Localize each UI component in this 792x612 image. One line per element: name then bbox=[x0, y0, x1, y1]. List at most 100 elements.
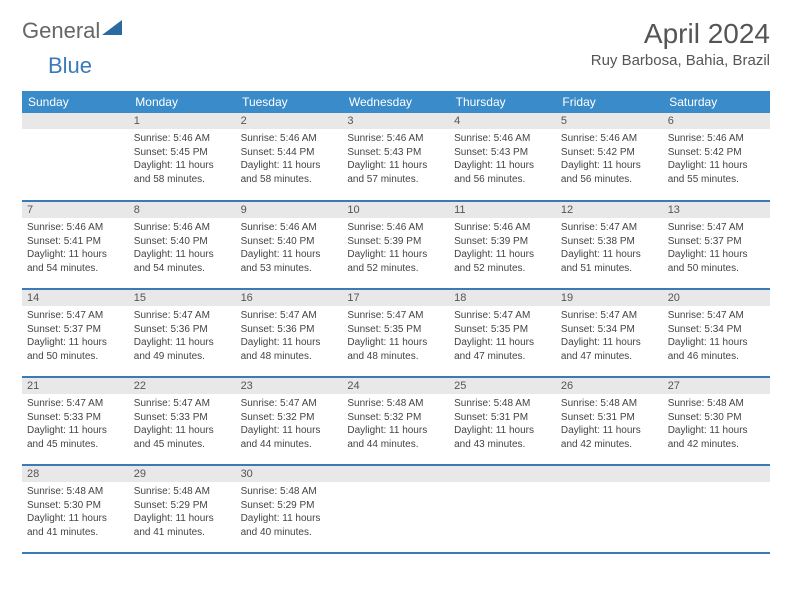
day-number: 7 bbox=[22, 202, 129, 218]
day-number: 25 bbox=[449, 378, 556, 394]
day-details: Sunrise: 5:46 AMSunset: 5:40 PMDaylight:… bbox=[236, 218, 343, 279]
day-number-empty bbox=[556, 466, 663, 482]
day-number-empty bbox=[449, 466, 556, 482]
day-details: Sunrise: 5:46 AMSunset: 5:42 PMDaylight:… bbox=[556, 129, 663, 190]
calendar-day-cell: 3Sunrise: 5:46 AMSunset: 5:43 PMDaylight… bbox=[342, 113, 449, 201]
day-details: Sunrise: 5:48 AMSunset: 5:31 PMDaylight:… bbox=[556, 394, 663, 455]
day-number: 19 bbox=[556, 290, 663, 306]
calendar-day-cell: 6Sunrise: 5:46 AMSunset: 5:42 PMDaylight… bbox=[663, 113, 770, 201]
day-details: Sunrise: 5:48 AMSunset: 5:32 PMDaylight:… bbox=[342, 394, 449, 455]
day-number: 22 bbox=[129, 378, 236, 394]
day-number-empty bbox=[342, 466, 449, 482]
weekday-header: Sunday bbox=[22, 91, 129, 113]
calendar-day-cell: 14Sunrise: 5:47 AMSunset: 5:37 PMDayligh… bbox=[22, 289, 129, 377]
day-details: Sunrise: 5:46 AMSunset: 5:45 PMDaylight:… bbox=[129, 129, 236, 190]
calendar-day-cell: 22Sunrise: 5:47 AMSunset: 5:33 PMDayligh… bbox=[129, 377, 236, 465]
day-details: Sunrise: 5:47 AMSunset: 5:37 PMDaylight:… bbox=[22, 306, 129, 367]
calendar-day-cell: 30Sunrise: 5:48 AMSunset: 5:29 PMDayligh… bbox=[236, 465, 343, 553]
calendar-day-cell: 4Sunrise: 5:46 AMSunset: 5:43 PMDaylight… bbox=[449, 113, 556, 201]
calendar-day-cell: 17Sunrise: 5:47 AMSunset: 5:35 PMDayligh… bbox=[342, 289, 449, 377]
day-number: 17 bbox=[342, 290, 449, 306]
calendar-day-cell: 18Sunrise: 5:47 AMSunset: 5:35 PMDayligh… bbox=[449, 289, 556, 377]
calendar-day-cell: 29Sunrise: 5:48 AMSunset: 5:29 PMDayligh… bbox=[129, 465, 236, 553]
calendar-day-cell: 9Sunrise: 5:46 AMSunset: 5:40 PMDaylight… bbox=[236, 201, 343, 289]
logo: General bbox=[22, 18, 123, 44]
calendar-header-row: SundayMondayTuesdayWednesdayThursdayFrid… bbox=[22, 91, 770, 113]
day-number: 14 bbox=[22, 290, 129, 306]
day-details: Sunrise: 5:47 AMSunset: 5:34 PMDaylight:… bbox=[556, 306, 663, 367]
day-number: 13 bbox=[663, 202, 770, 218]
weekday-header: Saturday bbox=[663, 91, 770, 113]
day-number: 18 bbox=[449, 290, 556, 306]
day-details: Sunrise: 5:46 AMSunset: 5:43 PMDaylight:… bbox=[449, 129, 556, 190]
calendar-day-cell: 5Sunrise: 5:46 AMSunset: 5:42 PMDaylight… bbox=[556, 113, 663, 201]
calendar-day-cell: 20Sunrise: 5:47 AMSunset: 5:34 PMDayligh… bbox=[663, 289, 770, 377]
calendar-day-cell bbox=[449, 465, 556, 553]
day-number: 21 bbox=[22, 378, 129, 394]
weekday-header: Friday bbox=[556, 91, 663, 113]
day-number: 29 bbox=[129, 466, 236, 482]
day-details: Sunrise: 5:48 AMSunset: 5:29 PMDaylight:… bbox=[236, 482, 343, 543]
calendar-week-row: 21Sunrise: 5:47 AMSunset: 5:33 PMDayligh… bbox=[22, 377, 770, 465]
title-block: April 2024 Ruy Barbosa, Bahia, Brazil bbox=[591, 18, 770, 69]
day-number: 15 bbox=[129, 290, 236, 306]
day-number: 10 bbox=[342, 202, 449, 218]
calendar-day-cell: 11Sunrise: 5:46 AMSunset: 5:39 PMDayligh… bbox=[449, 201, 556, 289]
day-number: 5 bbox=[556, 113, 663, 129]
day-number: 11 bbox=[449, 202, 556, 218]
day-number: 12 bbox=[556, 202, 663, 218]
calendar-day-cell: 26Sunrise: 5:48 AMSunset: 5:31 PMDayligh… bbox=[556, 377, 663, 465]
day-number: 26 bbox=[556, 378, 663, 394]
calendar-body: 1Sunrise: 5:46 AMSunset: 5:45 PMDaylight… bbox=[22, 113, 770, 553]
day-details: Sunrise: 5:47 AMSunset: 5:33 PMDaylight:… bbox=[129, 394, 236, 455]
calendar-day-cell: 21Sunrise: 5:47 AMSunset: 5:33 PMDayligh… bbox=[22, 377, 129, 465]
day-details: Sunrise: 5:47 AMSunset: 5:35 PMDaylight:… bbox=[449, 306, 556, 367]
day-details: Sunrise: 5:46 AMSunset: 5:40 PMDaylight:… bbox=[129, 218, 236, 279]
day-number: 16 bbox=[236, 290, 343, 306]
day-number: 20 bbox=[663, 290, 770, 306]
day-details: Sunrise: 5:48 AMSunset: 5:30 PMDaylight:… bbox=[663, 394, 770, 455]
day-number: 9 bbox=[236, 202, 343, 218]
calendar-day-cell: 27Sunrise: 5:48 AMSunset: 5:30 PMDayligh… bbox=[663, 377, 770, 465]
day-number: 6 bbox=[663, 113, 770, 129]
calendar-day-cell bbox=[556, 465, 663, 553]
day-number: 2 bbox=[236, 113, 343, 129]
calendar-day-cell: 23Sunrise: 5:47 AMSunset: 5:32 PMDayligh… bbox=[236, 377, 343, 465]
day-number: 4 bbox=[449, 113, 556, 129]
day-number: 1 bbox=[129, 113, 236, 129]
calendar-week-row: 1Sunrise: 5:46 AMSunset: 5:45 PMDaylight… bbox=[22, 113, 770, 201]
day-details: Sunrise: 5:48 AMSunset: 5:31 PMDaylight:… bbox=[449, 394, 556, 455]
day-number: 30 bbox=[236, 466, 343, 482]
calendar-day-cell bbox=[342, 465, 449, 553]
calendar-week-row: 7Sunrise: 5:46 AMSunset: 5:41 PMDaylight… bbox=[22, 201, 770, 289]
calendar-day-cell bbox=[663, 465, 770, 553]
day-details: Sunrise: 5:46 AMSunset: 5:39 PMDaylight:… bbox=[342, 218, 449, 279]
day-number: 3 bbox=[342, 113, 449, 129]
day-number: 27 bbox=[663, 378, 770, 394]
day-details: Sunrise: 5:47 AMSunset: 5:38 PMDaylight:… bbox=[556, 218, 663, 279]
day-details: Sunrise: 5:47 AMSunset: 5:33 PMDaylight:… bbox=[22, 394, 129, 455]
calendar-day-cell: 12Sunrise: 5:47 AMSunset: 5:38 PMDayligh… bbox=[556, 201, 663, 289]
calendar-day-cell: 7Sunrise: 5:46 AMSunset: 5:41 PMDaylight… bbox=[22, 201, 129, 289]
day-details: Sunrise: 5:48 AMSunset: 5:30 PMDaylight:… bbox=[22, 482, 129, 543]
weekday-header: Wednesday bbox=[342, 91, 449, 113]
day-details: Sunrise: 5:47 AMSunset: 5:32 PMDaylight:… bbox=[236, 394, 343, 455]
calendar-day-cell: 10Sunrise: 5:46 AMSunset: 5:39 PMDayligh… bbox=[342, 201, 449, 289]
calendar-day-cell bbox=[22, 113, 129, 201]
weekday-header: Tuesday bbox=[236, 91, 343, 113]
day-details: Sunrise: 5:47 AMSunset: 5:36 PMDaylight:… bbox=[129, 306, 236, 367]
calendar-day-cell: 1Sunrise: 5:46 AMSunset: 5:45 PMDaylight… bbox=[129, 113, 236, 201]
day-details: Sunrise: 5:47 AMSunset: 5:35 PMDaylight:… bbox=[342, 306, 449, 367]
day-number: 24 bbox=[342, 378, 449, 394]
logo-triangle-icon bbox=[102, 18, 122, 44]
day-details: Sunrise: 5:46 AMSunset: 5:42 PMDaylight:… bbox=[663, 129, 770, 190]
calendar-week-row: 14Sunrise: 5:47 AMSunset: 5:37 PMDayligh… bbox=[22, 289, 770, 377]
weekday-header: Monday bbox=[129, 91, 236, 113]
calendar-day-cell: 16Sunrise: 5:47 AMSunset: 5:36 PMDayligh… bbox=[236, 289, 343, 377]
calendar-day-cell: 24Sunrise: 5:48 AMSunset: 5:32 PMDayligh… bbox=[342, 377, 449, 465]
day-details: Sunrise: 5:47 AMSunset: 5:36 PMDaylight:… bbox=[236, 306, 343, 367]
calendar-day-cell: 13Sunrise: 5:47 AMSunset: 5:37 PMDayligh… bbox=[663, 201, 770, 289]
day-details: Sunrise: 5:46 AMSunset: 5:41 PMDaylight:… bbox=[22, 218, 129, 279]
calendar-day-cell: 25Sunrise: 5:48 AMSunset: 5:31 PMDayligh… bbox=[449, 377, 556, 465]
location-text: Ruy Barbosa, Bahia, Brazil bbox=[591, 52, 770, 69]
